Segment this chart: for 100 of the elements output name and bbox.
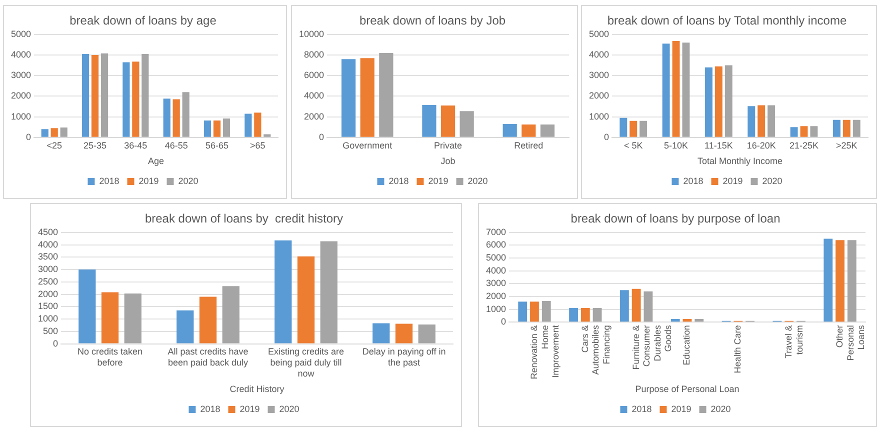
bar: [530, 302, 539, 322]
x-tick-label: Delay in paying off in the past: [362, 346, 446, 368]
x-tick-label: >65: [250, 140, 266, 150]
bar: [254, 112, 262, 137]
legend-label: 2018: [632, 404, 652, 414]
bar: [395, 324, 413, 344]
legend-label: 2020: [178, 176, 198, 186]
y-tick-label: 5000: [486, 252, 506, 263]
bar: [204, 120, 212, 137]
x-tick-label: 11-15K: [704, 140, 733, 150]
legend-label: 2018: [683, 176, 704, 186]
y-tick-label: 2000: [38, 288, 58, 299]
bar: [620, 290, 629, 322]
bar: [82, 54, 90, 137]
bar: [832, 120, 840, 137]
y-tick-label: 0: [501, 316, 506, 327]
bar: [101, 292, 119, 344]
bar: [360, 58, 374, 137]
bar: [748, 106, 756, 137]
bar: [172, 99, 180, 137]
bar: [824, 238, 833, 322]
y-tick-label: 3500: [38, 252, 58, 262]
y-tick-label: 3000: [38, 264, 58, 274]
x-tick-label: Existing credits are being paid duly till now: [268, 346, 344, 378]
bar: [810, 126, 818, 137]
legend-label: 2020: [710, 404, 731, 414]
legend-label: 2018: [200, 404, 220, 414]
bar: [592, 308, 602, 322]
x-tick-label: 5-10K: [664, 140, 688, 150]
bar: [542, 301, 551, 322]
y-tick-label: 1000: [486, 304, 506, 314]
bar: [522, 124, 536, 137]
bar: [644, 291, 653, 322]
bar: [694, 318, 704, 322]
y-tick-label: 0: [53, 338, 58, 348]
y-tick-label: 2500: [38, 276, 58, 286]
bar: [372, 323, 390, 344]
bar: [662, 44, 670, 137]
bar: [163, 98, 170, 137]
bar: [540, 124, 555, 137]
legend-label: 2019: [428, 176, 448, 186]
y-tick-label: 4000: [10, 49, 32, 60]
chart-title: break down of loans by Job: [359, 14, 506, 28]
bar: [213, 120, 221, 137]
y-tick-label: 3000: [486, 278, 506, 288]
legend-label: 2018: [388, 176, 409, 186]
bar: [418, 324, 436, 344]
y-tick-label: 7000: [486, 226, 506, 237]
x-tick-label: Retired: [514, 140, 544, 150]
bar: [341, 59, 356, 137]
x-tick-label: Health Care: [732, 325, 743, 374]
legend-label: 2020: [468, 176, 488, 186]
bar: [91, 55, 99, 137]
y-tick-label: 0: [26, 132, 32, 142]
bar: [768, 105, 776, 137]
bar: [569, 308, 578, 322]
bar: [852, 120, 860, 137]
bar: [264, 134, 271, 137]
y-tick-label: 4000: [38, 239, 58, 250]
y-tick-label: 500: [42, 326, 58, 336]
bar: [790, 127, 798, 137]
bar: [199, 296, 217, 344]
bar: [320, 241, 338, 344]
x-tick-label: 16-20K: [746, 140, 776, 150]
bar: [670, 318, 680, 322]
chart-title: break down of loans by age: [70, 14, 217, 28]
x-tick-label: Education: [682, 325, 692, 366]
bar: [440, 105, 456, 137]
bar: [682, 42, 690, 137]
legend-label: 2020: [762, 176, 782, 186]
x-axis-title: Total Monthly Income: [697, 156, 783, 166]
chart-title: break down of loans by purpose of loan: [570, 212, 780, 226]
bar: [41, 129, 48, 137]
chart-title: break down of loans by Total monthly income: [607, 14, 847, 28]
chart-title: break down of loans by credit history: [144, 212, 344, 226]
legend-label: 2018: [99, 176, 120, 186]
x-tick-label: 36-45: [124, 140, 148, 150]
bar: [800, 126, 808, 137]
x-tick-label: <25: [46, 140, 62, 150]
y-tick-label: 3000: [588, 70, 610, 80]
x-tick-label: 46-55: [164, 140, 188, 150]
y-tick-label: 4000: [486, 265, 506, 276]
bar: [132, 62, 140, 137]
legend-label: 2020: [279, 404, 300, 414]
bar: [124, 294, 142, 344]
y-tick-label: 4000: [588, 49, 610, 60]
bar: [620, 118, 628, 137]
y-tick-label: 0: [604, 132, 610, 142]
bar: [704, 67, 712, 137]
x-tick-label: < 5K: [624, 140, 643, 150]
y-tick-label: 2000: [10, 90, 32, 101]
y-tick-label: 1000: [38, 314, 58, 324]
legend-label: 2019: [671, 404, 692, 414]
x-tick-label: Furniture & Consumer Durables Goods: [630, 324, 674, 370]
x-tick-label: 21-25K: [789, 140, 819, 150]
y-tick-label: 1500: [38, 301, 58, 312]
x-tick-label: All past credits have been paid back duly: [168, 346, 249, 368]
legend-label: 2019: [722, 176, 743, 186]
x-axis-title: Credit History: [230, 384, 285, 394]
x-tick-label: 56-65: [205, 140, 229, 150]
